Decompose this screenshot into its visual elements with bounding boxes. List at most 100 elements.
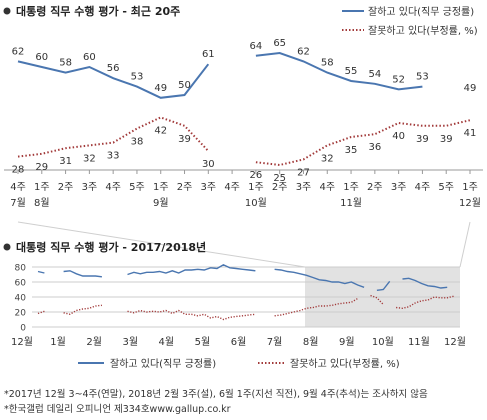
top-week-tick-label: 1주 [462, 182, 478, 193]
bottom-month-tick-label: 9월 [339, 336, 355, 348]
negative-value-label: 26 [250, 170, 263, 181]
footnote-1: *2017년 12월 3~4주(연말), 2018년 2월 3주(설), 6월 … [4, 388, 428, 400]
top-chart-title: 대통령 직무 수행 평가 - 최근 20주 [16, 4, 180, 18]
top-x-tick-labels: 4주 1주 2주 3주 4주 5주 1주 2주 3주 4주 1주 2주 3주 4주 1주 2주 3주 4주 5주 1주… [10, 182, 481, 209]
negative-value-label: 35 [345, 145, 358, 156]
top-week-tick-label: 1주 [248, 182, 264, 193]
positive-value-label: 61 [202, 49, 215, 60]
top-month-tick-label: 12월 [459, 197, 481, 209]
bottom-month-tick-label: 12월 [11, 336, 33, 348]
top-week-tick-label: 4주 [105, 182, 121, 193]
bottom-month-tick-label: 8월 [303, 336, 319, 348]
bullet-icon [3, 243, 11, 251]
top-week-tick-label: 2주 [58, 182, 74, 193]
negative-value-label: 36 [368, 142, 381, 153]
footnote-2: *한국갤럽 데일리 오피니언 제334호www.gallup.co.kr [4, 403, 231, 415]
negative-value-label: 38 [131, 137, 144, 148]
positive-value-label: 62 [297, 46, 310, 57]
positive-value-label: 58 [59, 58, 72, 69]
top-series [17, 51, 471, 167]
positive-value-label: 55 [345, 66, 358, 77]
legend-positive-label: 잘하고 있다(직무 긍정률) [368, 5, 474, 18]
bottom-series [37, 264, 454, 321]
top-chart: 대통령 직무 수행 평가 - 최근 20주 잘하고 있다(직무 긍정률) 잘못하… [3, 4, 483, 209]
bottom-positive-line [127, 264, 256, 276]
bottom-x-tick-labels: 12월 1월 2월 3월 4월 5월 6월 7월 8월 9월 10월 11월 12월 [11, 336, 466, 348]
bottom-y-tick-label: 20 [15, 309, 27, 319]
bottom-positive-line [274, 268, 365, 288]
top-x-axis [4, 169, 483, 174]
top-negative-line [17, 116, 210, 158]
negative-value-label: 41 [464, 128, 477, 139]
bottom-legend-positive-label: 잘하고 있다(직무 긍정률) [110, 357, 216, 370]
positive-value-label: 53 [131, 72, 144, 83]
negative-value-label: 29 [35, 162, 48, 173]
negative-value-label: 28 [12, 165, 25, 176]
bottom-month-tick-label: 2월 [86, 336, 102, 348]
positive-value-label: 52 [392, 74, 405, 85]
top-week-tick-label: 2주 [367, 182, 383, 193]
bottom-negative-line [63, 304, 102, 316]
top-week-tick-label: 1주 [343, 182, 359, 193]
bottom-month-tick-label: 7월 [267, 336, 283, 348]
negative-value-label: 39 [178, 134, 191, 145]
top-week-tick-label: 1주 [34, 182, 50, 193]
negative-value-label: 27 [297, 167, 310, 178]
bottom-y-tick-labels: 80 60 40 20 0 [15, 264, 27, 334]
bottom-positive-line [376, 280, 391, 291]
bottom-month-tick-label: 6월 [231, 336, 247, 348]
top-month-tick-label: 10월 [245, 197, 267, 209]
positive-value-label: 60 [35, 52, 48, 63]
legend-negative-label: 잘못하고 있다(부정률, %) [368, 24, 478, 37]
top-week-tick-label: 3주 [82, 182, 98, 193]
positive-value-label: 65 [273, 38, 286, 49]
top-positive-line [17, 60, 210, 99]
top-positive-line [255, 51, 423, 91]
negative-value-label: 32 [83, 153, 96, 164]
bottom-month-tick-label: 12월 [444, 336, 466, 348]
bottom-gridlines [32, 266, 460, 328]
top-negative-line [255, 119, 471, 167]
top-month-tick-label: 9월 [153, 197, 169, 209]
bottom-month-tick-label: 11월 [408, 336, 430, 348]
negative-value-label: 39 [416, 134, 429, 145]
bullet-icon [3, 7, 11, 15]
top-week-tick-label: 3주 [391, 182, 407, 193]
negative-value-label: 42 [154, 125, 167, 136]
negative-value-label: 32 [321, 153, 334, 164]
bottom-month-tick-label: 10월 [372, 336, 394, 348]
positive-value-label: 49 [154, 83, 167, 94]
top-week-tick-label: 5주 [438, 182, 454, 193]
top-week-tick-label: 1주 [153, 182, 169, 193]
negative-value-label: 25 [273, 173, 286, 184]
bottom-y-tick-label: 80 [15, 264, 27, 274]
negative-value-label: 40 [392, 131, 405, 142]
top-week-tick-label: 4주 [10, 182, 26, 193]
top-week-tick-label: 4주 [224, 182, 240, 193]
bottom-positive-line [402, 277, 448, 289]
positive-value-label: 54 [368, 69, 381, 80]
positive-value-label: 53 [416, 72, 429, 83]
top-week-tick-label: 3주 [201, 182, 217, 193]
bottom-month-tick-label: 4월 [159, 336, 175, 348]
positive-value-label: 62 [12, 46, 25, 57]
top-week-tick-label: 4주 [415, 182, 431, 193]
connector-left [17, 221, 306, 268]
bottom-negative-line [37, 310, 45, 315]
negative-value-label: 39 [440, 134, 453, 145]
bottom-negative-line [274, 297, 359, 317]
bottom-month-tick-label: 5월 [195, 336, 211, 348]
bottom-y-tick-label: 40 [15, 294, 27, 304]
top-week-tick-label: 4주 [319, 182, 335, 193]
bottom-y-tick-label: 60 [15, 279, 27, 289]
bottom-month-tick-label: 3월 [122, 336, 138, 348]
top-week-tick-label: 2주 [272, 182, 288, 193]
top-data-labels: 62 28 60 29 58 31 60 32 56 33 53 38 49 42 50 39 61 30 64 26… [12, 38, 477, 184]
negative-value-label: 30 [202, 159, 215, 170]
top-week-tick-label: 3주 [296, 182, 312, 193]
connector-right [459, 221, 471, 268]
bottom-month-tick-label: 1월 [50, 336, 66, 348]
